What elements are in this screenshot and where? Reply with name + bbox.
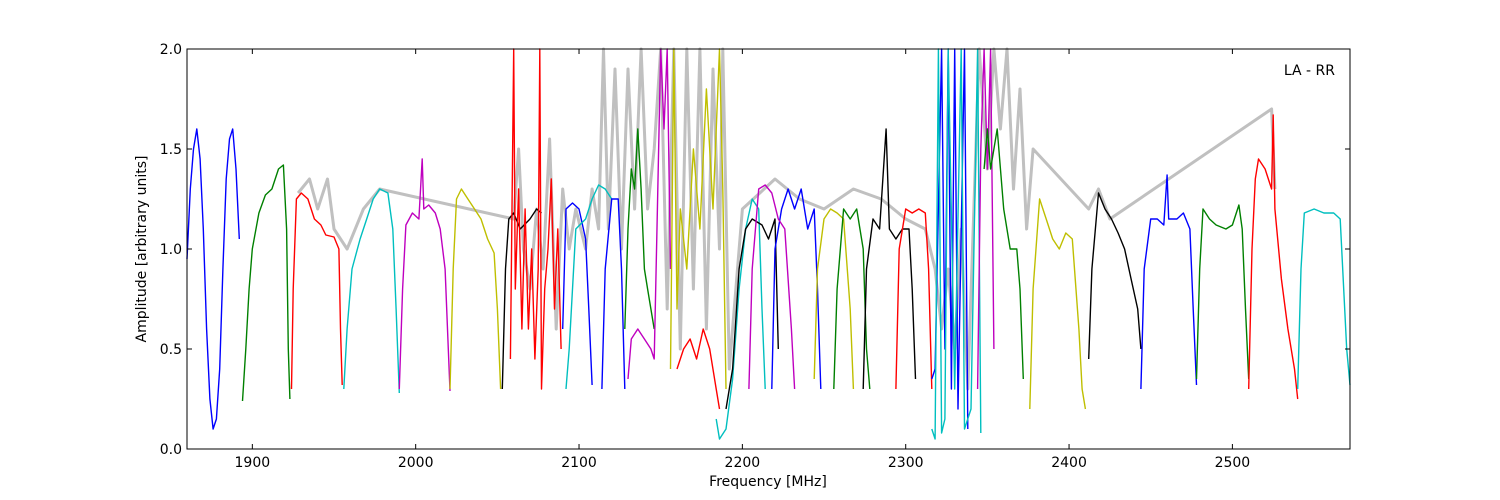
x-tick-label: 2500 bbox=[1215, 455, 1251, 471]
y-tick-label: 0.5 bbox=[160, 342, 182, 358]
series-line-1 bbox=[186, 128, 240, 430]
y-tick-label: 1.5 bbox=[160, 142, 182, 158]
series-line-16 bbox=[715, 198, 766, 440]
x-tick-label: 2000 bbox=[398, 455, 434, 471]
background-series-line bbox=[296, 47, 1277, 391]
series-line-28 bbox=[1029, 198, 1087, 410]
series-line-21 bbox=[833, 208, 871, 390]
series-line-14 bbox=[676, 328, 721, 410]
series-line-11 bbox=[601, 198, 626, 390]
series-line-20 bbox=[813, 208, 855, 390]
series-line-10 bbox=[565, 184, 613, 390]
series-line-26 bbox=[976, 48, 995, 390]
series-line-13 bbox=[627, 48, 672, 380]
series-line-32 bbox=[1248, 114, 1299, 400]
series-line-30 bbox=[1140, 174, 1198, 390]
series-line-5 bbox=[398, 158, 451, 392]
series-line-18 bbox=[771, 188, 822, 390]
series-line-23 bbox=[895, 208, 933, 390]
series-layer bbox=[186, 48, 1351, 440]
background-series-layer bbox=[296, 47, 1277, 391]
series-line-33 bbox=[1297, 208, 1351, 390]
x-tick-label: 1900 bbox=[235, 455, 271, 471]
series-line-29 bbox=[1088, 192, 1142, 360]
x-tick-label: 2400 bbox=[1051, 455, 1087, 471]
x-tick-label: 2200 bbox=[725, 455, 761, 471]
series-line-19 bbox=[748, 184, 796, 390]
plot-frame bbox=[186, 48, 1351, 450]
plot-annotation: LA - RR bbox=[1284, 63, 1335, 79]
series-line-2 bbox=[241, 164, 291, 402]
y-tick-label: 2.0 bbox=[160, 42, 182, 58]
y-ticks: 0.0 0.5 1.0 1.5 2.0 bbox=[160, 42, 1350, 458]
series-line-15 bbox=[669, 48, 727, 390]
y-tick-label: 0.0 bbox=[160, 442, 182, 458]
x-axis-label: Frequency [MHz] bbox=[709, 474, 827, 490]
series-line-17 bbox=[725, 218, 779, 410]
series-line-4 bbox=[343, 188, 400, 394]
series-line-31 bbox=[1195, 204, 1250, 380]
y-axis-label: Amplitude [arbitrary units] bbox=[134, 156, 150, 343]
series-line-9 bbox=[562, 202, 593, 386]
series-line-3 bbox=[290, 192, 343, 390]
x-tick-label: 2100 bbox=[561, 455, 597, 471]
x-tick-label: 2300 bbox=[888, 455, 924, 471]
x-ticks: 1900 2000 2100 2200 2300 2400 2500 bbox=[235, 49, 1251, 471]
series-line-6 bbox=[449, 188, 502, 390]
series-line-27 bbox=[983, 128, 1024, 380]
series-line-22 bbox=[862, 128, 917, 390]
series-line-12 bbox=[624, 128, 655, 330]
y-tick-label: 1.0 bbox=[160, 242, 182, 258]
series-line-24 bbox=[931, 48, 969, 430]
series-line-25 bbox=[931, 48, 982, 440]
series-line-8 bbox=[509, 48, 562, 390]
